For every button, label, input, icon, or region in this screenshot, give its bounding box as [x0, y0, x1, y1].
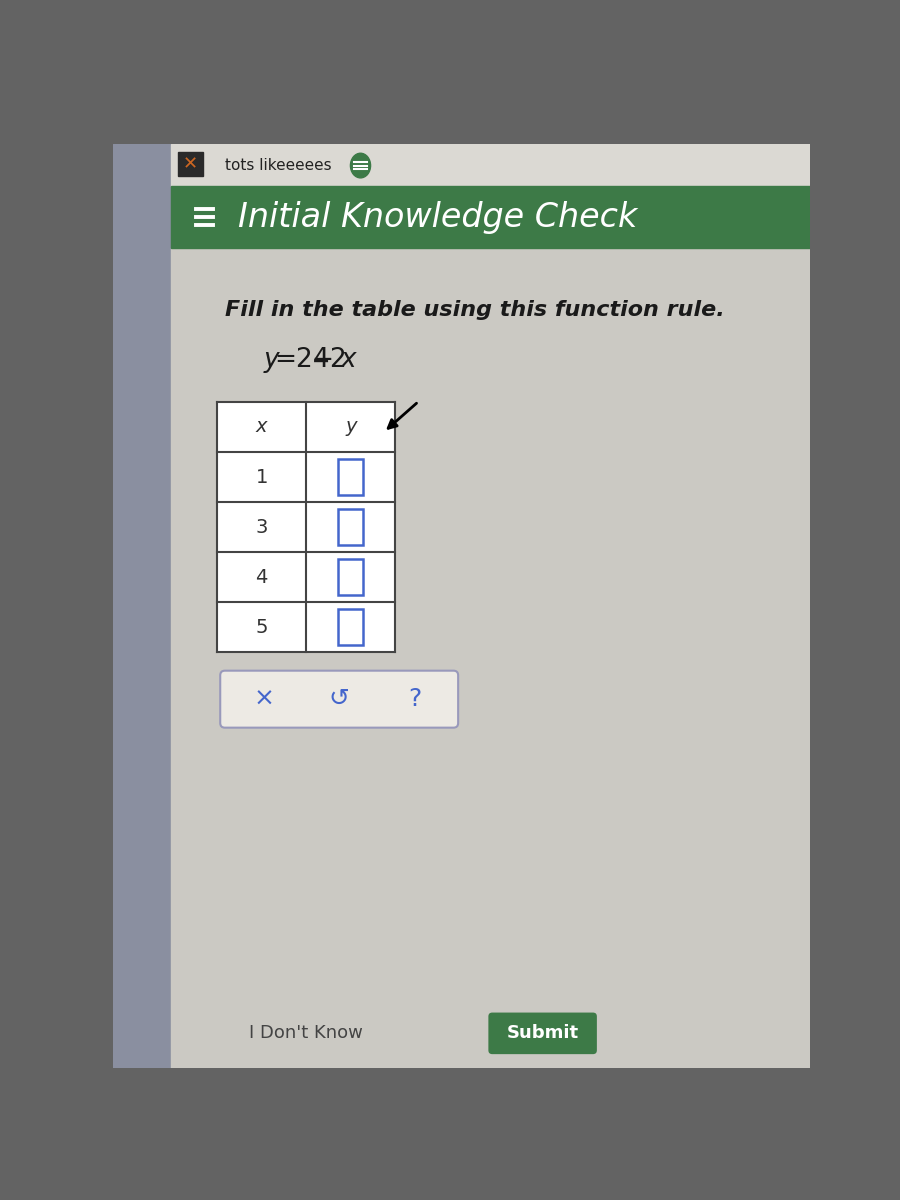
Text: y: y	[345, 418, 356, 437]
Text: −: −	[311, 347, 334, 372]
Text: 2: 2	[328, 347, 346, 372]
Bar	[338, 559, 364, 595]
Bar	[338, 610, 364, 644]
Text: tots likeeeees: tots likeeeees	[225, 158, 331, 173]
Bar	[178, 151, 203, 176]
Text: ?: ?	[408, 688, 421, 712]
Text: ↺: ↺	[328, 688, 349, 712]
Text: Initial Knowledge Check: Initial Knowledge Check	[238, 200, 638, 234]
Bar	[338, 460, 364, 494]
Ellipse shape	[350, 154, 371, 178]
Text: y: y	[264, 347, 279, 372]
Text: ✕: ✕	[184, 155, 198, 173]
Bar	[112, 144, 171, 1068]
Text: Submit: Submit	[507, 1025, 579, 1043]
Text: x: x	[341, 347, 356, 372]
Text: x: x	[256, 418, 267, 437]
Text: 4: 4	[256, 568, 268, 587]
Text: =24: =24	[274, 347, 330, 372]
Text: 3: 3	[256, 517, 268, 536]
Text: I Don't Know: I Don't Know	[249, 1025, 364, 1043]
Bar	[171, 248, 810, 1068]
Bar	[217, 402, 395, 653]
Text: 1: 1	[256, 468, 268, 486]
Bar	[171, 186, 810, 248]
FancyBboxPatch shape	[489, 1013, 597, 1054]
Text: 5: 5	[256, 618, 268, 637]
FancyBboxPatch shape	[220, 671, 458, 727]
Text: ×: ×	[253, 688, 274, 712]
Bar	[171, 144, 810, 186]
Bar	[338, 509, 364, 545]
Text: Fill in the table using this function rule.: Fill in the table using this function ru…	[225, 300, 724, 319]
